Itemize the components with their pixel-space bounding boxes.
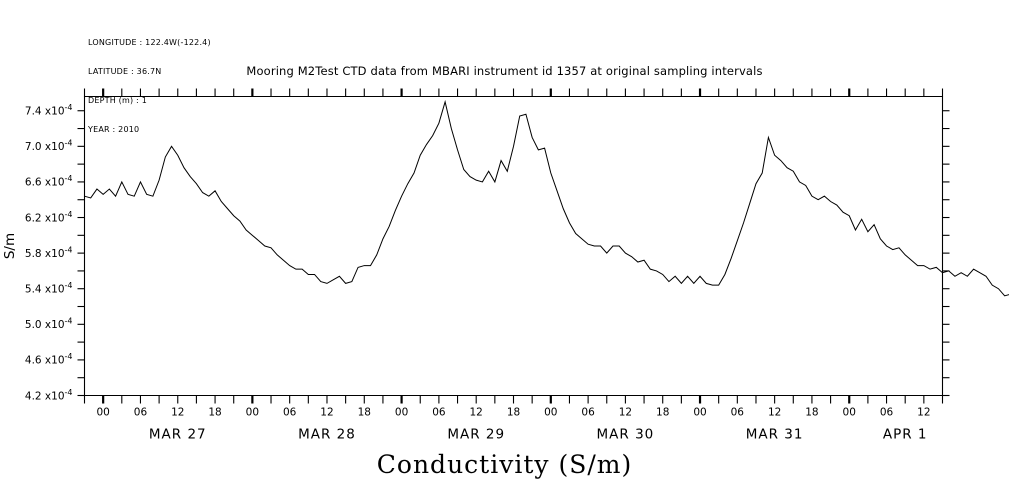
- x-axis-hour-label: 12: [320, 407, 333, 419]
- y-axis-tick-label: 6.2 x10-4: [25, 210, 73, 225]
- metadata-year: YEAR : 2010: [88, 124, 140, 134]
- x-axis-day-label: MAR 29: [447, 427, 505, 443]
- x-axis-hour-label: 06: [134, 407, 148, 419]
- y-axis-tick-label: 7.0 x10-4: [25, 139, 73, 154]
- x-axis-hour-labels: 00 06 12 18 00 06 12 18 00 06 12 18 00 06 12 18 00 06 12 18…: [96, 407, 930, 419]
- y-axis-tick-label: 4.2 x10-4: [25, 388, 73, 403]
- plot-frame: [83, 95, 944, 397]
- x-axis-hour-label: 06: [283, 407, 297, 419]
- chart-caption: Conductivity (S/m): [376, 450, 633, 479]
- x-axis-hour-label: 06: [581, 407, 595, 419]
- x-axis-hour-label: 00: [843, 407, 856, 419]
- y-axis-title-text: S/m: [2, 233, 18, 259]
- conductivity-trace: [84, 99, 1009, 297]
- x-axis-hour-label: 00: [693, 407, 706, 419]
- metadata-latitude: LATITUDE : 36.7N: [88, 66, 162, 76]
- x-axis-hour-label: 18: [656, 407, 669, 419]
- x-axis-hour-label: 00: [544, 407, 557, 419]
- x-axis-day-label: MAR 30: [597, 427, 655, 443]
- x-axis-hour-label: 18: [507, 407, 520, 419]
- x-axis-hour-label: 06: [880, 407, 894, 419]
- x-axis-hour-label: 00: [395, 407, 408, 419]
- y-axis-tick-label: 5.0 x10-4: [25, 317, 73, 332]
- x-axis-day-labels: MAR 27 MAR 28 MAR 29 MAR 30 MAR 31 APR 1: [149, 427, 928, 443]
- conductivity-data-line: [84, 99, 1009, 297]
- x-axis-day-label: MAR 27: [149, 427, 207, 443]
- x-axis-hour-label: 06: [731, 407, 745, 419]
- y-axis-ticks: [77, 110, 950, 397]
- metadata-depth: DEPTH (m) : 1: [88, 95, 147, 105]
- x-axis-day-label: APR 1: [883, 427, 928, 443]
- y-axis-tick-labels: 4.2 x10-4 4.6 x10-4 5.0 x10-4 5.4 x10-4 5.8 …: [25, 103, 73, 402]
- metadata-block: LONGITUDE : 122.4W(-122.4) LATITUDE : 36…: [88, 19, 211, 144]
- x-axis-hour-label: 12: [470, 407, 483, 419]
- x-axis-hour-label: 18: [358, 407, 371, 419]
- x-axis-hour-label: 12: [917, 407, 930, 419]
- x-axis-hour-label: 06: [432, 407, 446, 419]
- x-axis-hour-label: 18: [805, 407, 818, 419]
- x-axis-hour-label: 12: [768, 407, 781, 419]
- x-axis-day-label: MAR 31: [746, 427, 804, 443]
- x-axis-hour-label: 18: [208, 407, 221, 419]
- x-axis-hour-label: 00: [246, 407, 259, 419]
- y-axis-title: S/m: [2, 233, 18, 259]
- x-axis-day-label: MAR 28: [298, 427, 356, 443]
- y-axis-tick-label: 7.4 x10-4: [25, 103, 73, 118]
- y-axis-tick-label: 6.6 x10-4: [25, 174, 73, 189]
- x-axis-hour-label: 00: [96, 407, 109, 419]
- y-axis-tick-label: 5.8 x10-4: [25, 245, 73, 260]
- chart-title: Mooring M2Test CTD data from MBARI instr…: [246, 64, 763, 78]
- y-axis-tick-label: 5.4 x10-4: [25, 281, 73, 296]
- metadata-longitude: LONGITUDE : 122.4W(-122.4): [88, 38, 211, 48]
- x-axis-hour-label: 12: [171, 407, 184, 419]
- y-axis-tick-label: 4.6 x10-4: [25, 352, 73, 367]
- x-axis-hour-label: 12: [619, 407, 632, 419]
- x-axis-ticks: [83, 88, 944, 404]
